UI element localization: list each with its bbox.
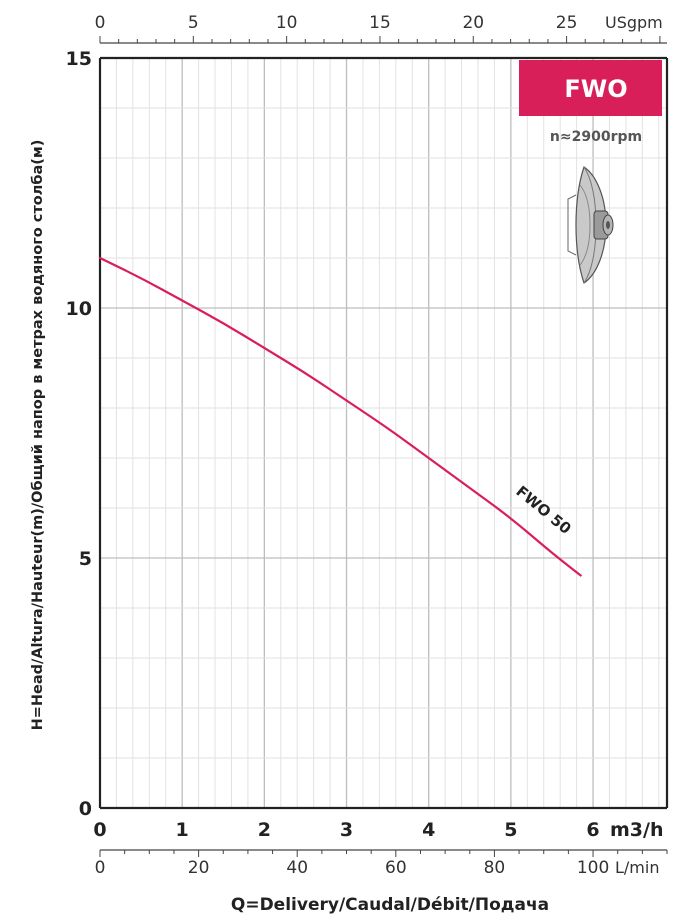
- y-tick-label: 10: [66, 298, 92, 320]
- x-tick-label: 3: [340, 819, 353, 841]
- bottom-tick-label: 60: [385, 858, 407, 878]
- x-tick-label: 4: [422, 819, 435, 841]
- bottom-tick-label: 20: [188, 858, 210, 878]
- top-tick-label: 15: [369, 13, 391, 33]
- model-badge: [519, 60, 662, 116]
- x-tick-label: 5: [504, 819, 517, 841]
- impeller-icon: [567, 166, 614, 284]
- x-tick-label: 6: [586, 819, 599, 841]
- axes: [98, 36, 669, 857]
- top-tick-label: 0: [95, 13, 106, 33]
- grid: [100, 58, 667, 808]
- x-tick-label: 0: [93, 819, 106, 841]
- top-tick-label: 25: [556, 13, 578, 33]
- y-tick-label: 0: [79, 798, 92, 820]
- y-tick-label: 5: [79, 548, 92, 570]
- y-axis-title: H=Head/Altura/Hauteur(m)/Общий напор в м…: [30, 140, 46, 731]
- y-tick-label: 15: [66, 48, 92, 70]
- speed-label: n≈2900rpm: [550, 129, 642, 145]
- x-tick-label: 1: [176, 819, 189, 841]
- top-tick-label: 5: [188, 13, 199, 33]
- x-axis-title: Q=Delivery/Caudal/Débit/Подача: [231, 895, 549, 915]
- top-unit-label: USgpm: [605, 13, 663, 32]
- model-badge-text: FWO: [564, 75, 627, 103]
- series: FWO 50: [98, 256, 582, 577]
- bottom-unit-label: L/min: [615, 858, 659, 877]
- bottom-tick-label: 80: [484, 858, 506, 878]
- x-tick-label: 2: [258, 819, 271, 841]
- x-unit-label: m3/h: [610, 819, 663, 841]
- top-tick-label: 10: [276, 13, 298, 33]
- series-line-fwo-50: [98, 256, 582, 577]
- top-tick-label: 20: [462, 13, 484, 33]
- bottom-tick-label: 100: [577, 858, 609, 878]
- bottom-tick-label: 40: [286, 858, 308, 878]
- bottom-tick-label: 0: [95, 858, 106, 878]
